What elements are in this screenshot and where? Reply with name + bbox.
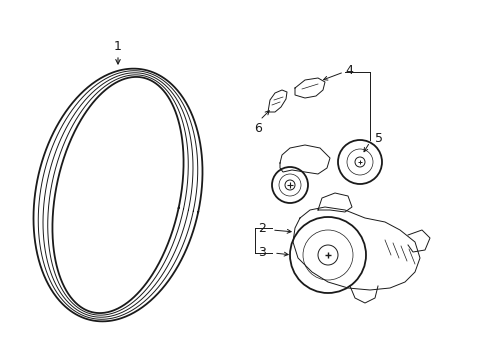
Polygon shape bbox=[294, 78, 325, 98]
Polygon shape bbox=[292, 207, 419, 290]
Text: 6: 6 bbox=[254, 122, 262, 135]
Text: 2: 2 bbox=[258, 221, 265, 234]
Text: 1: 1 bbox=[114, 40, 122, 53]
Polygon shape bbox=[280, 145, 329, 174]
Text: 5: 5 bbox=[374, 131, 382, 144]
Text: 4: 4 bbox=[345, 63, 352, 77]
Text: 3: 3 bbox=[258, 247, 265, 260]
Polygon shape bbox=[317, 193, 351, 212]
Polygon shape bbox=[267, 90, 286, 112]
Polygon shape bbox=[407, 230, 429, 252]
